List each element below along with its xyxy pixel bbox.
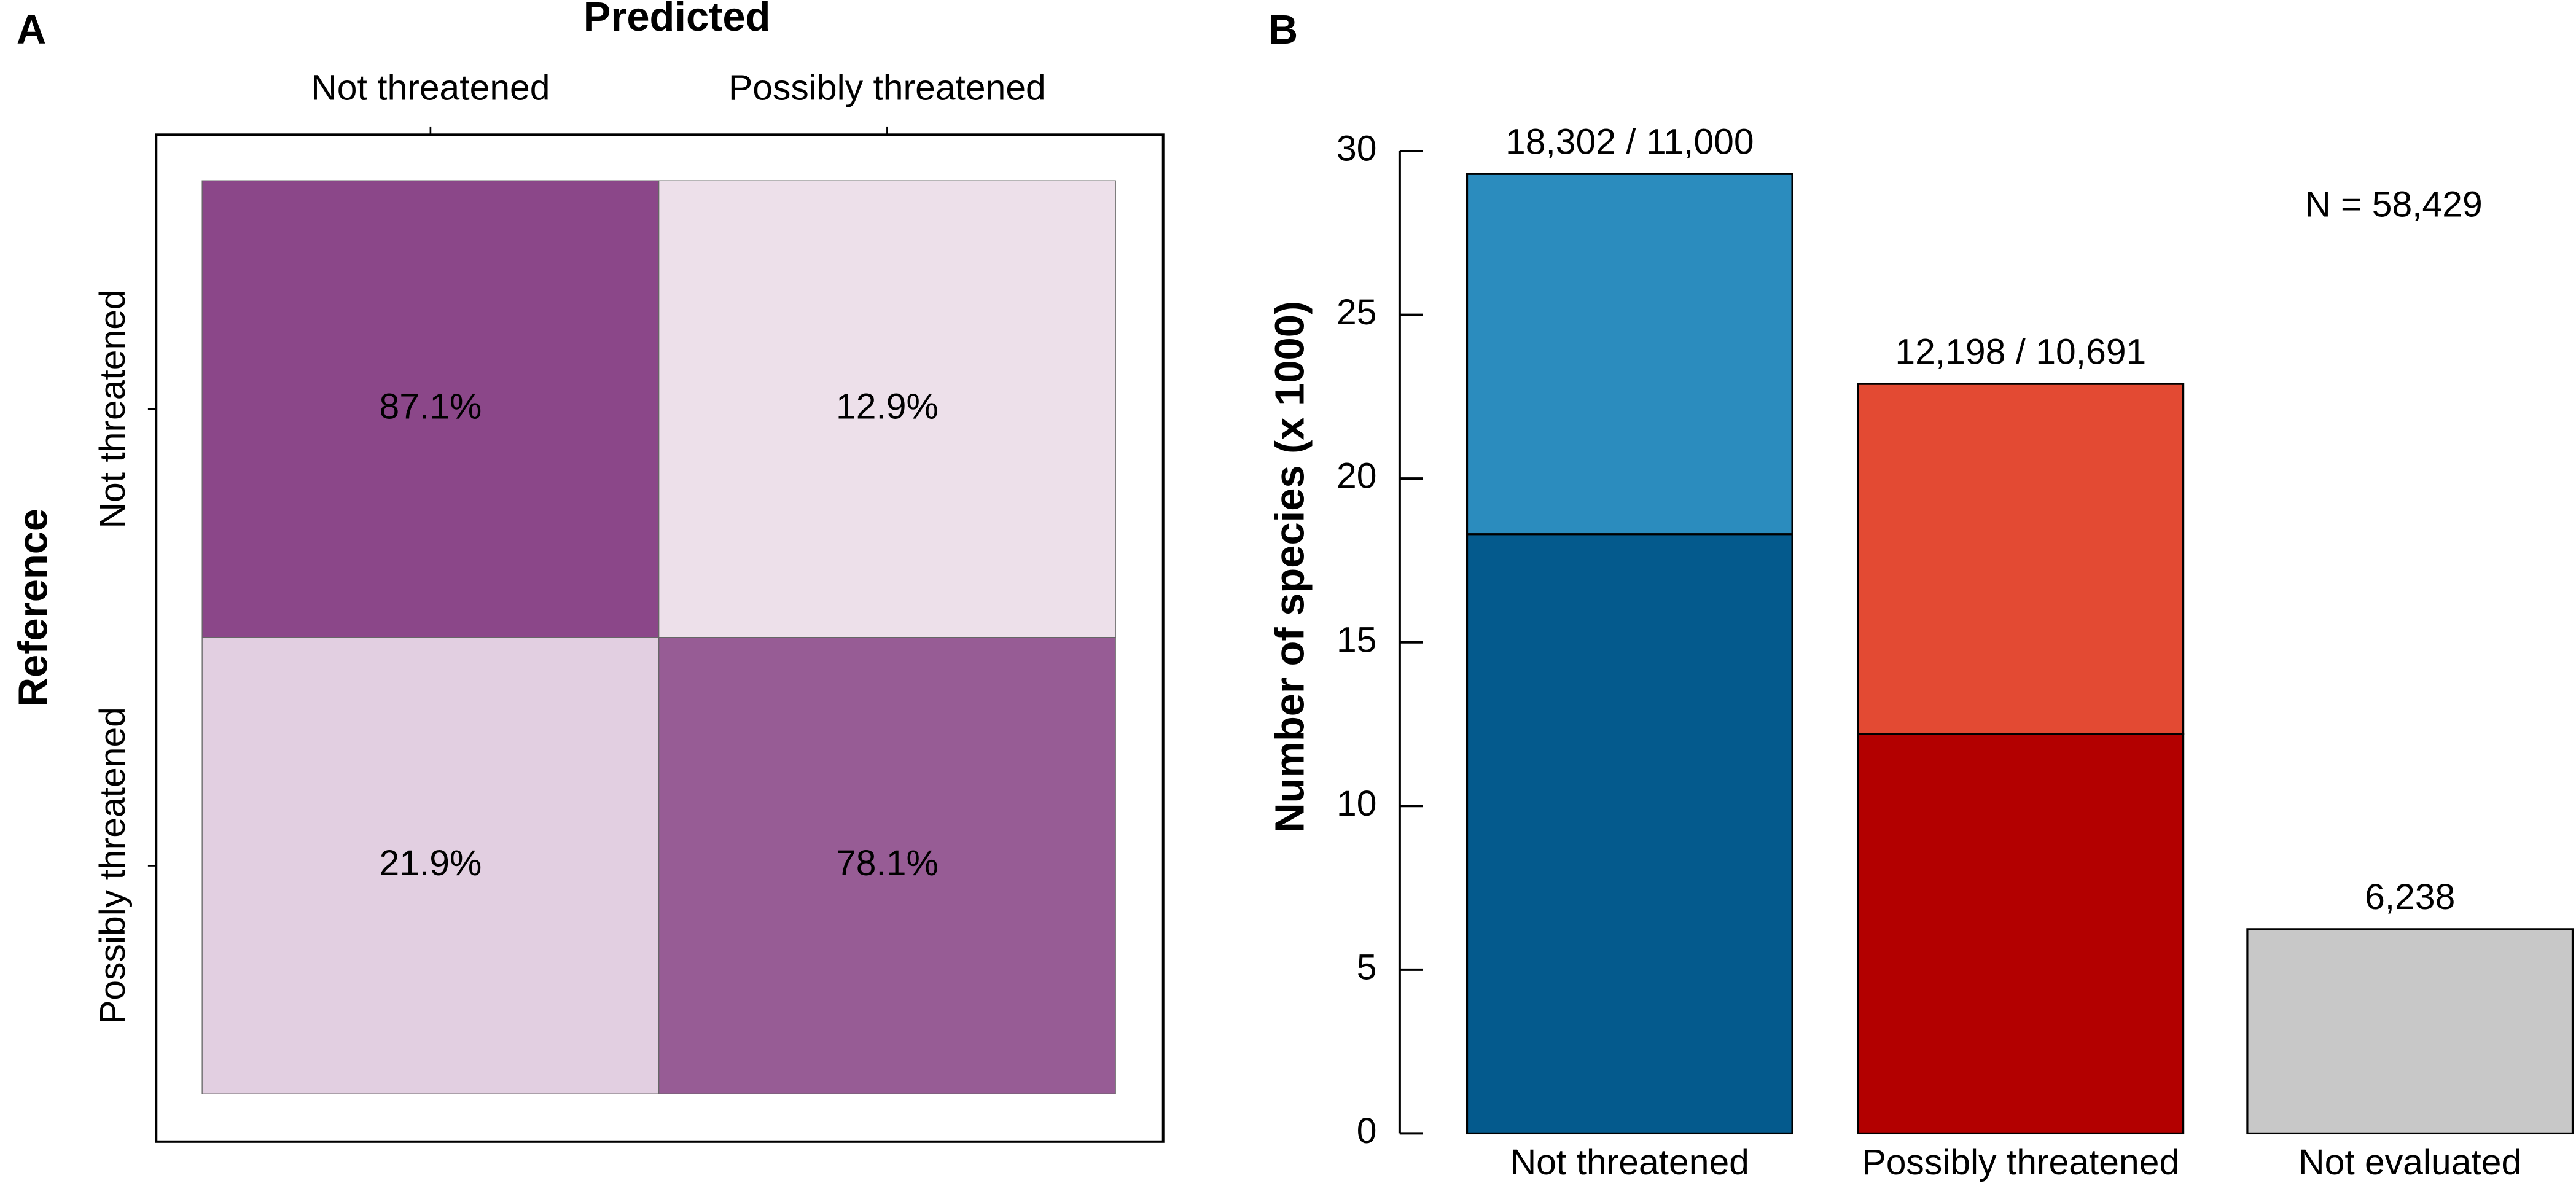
y-tick-label: 0 (1357, 1111, 1377, 1151)
y-tick-label: 30 (1337, 129, 1376, 169)
y-tick-label: 25 (1337, 292, 1376, 332)
y-axis-title: Reference (10, 509, 57, 707)
panel-label: B (1268, 7, 1298, 53)
x-tick-label: Not threatened (1510, 1142, 1749, 1182)
cell-label: 21.9% (379, 843, 482, 883)
y-axis-title: Number of species (x 1000) (1267, 301, 1313, 833)
y-tick-label: 15 (1337, 620, 1376, 660)
heatmap-cell (658, 637, 1116, 1094)
bar-segment (1466, 173, 1793, 536)
y-tick-label: 5 (1357, 947, 1377, 987)
bar-label: 18,302 / 11,000 (1505, 122, 1754, 162)
bar-segment (1857, 733, 2185, 1135)
cell-label: 12.9% (836, 387, 939, 427)
bar-segment (1466, 533, 1793, 1135)
x-tick-label: Not threatened (311, 68, 550, 108)
bar-segment (1857, 383, 2185, 735)
x-axis-title: Predicted (584, 0, 771, 40)
x-tick-label: Possibly threatened (728, 68, 1046, 108)
x-tick-label: Not evaluated (2298, 1142, 2521, 1182)
frame (155, 133, 1165, 1143)
x-tick-label: Possibly threatened (1862, 1142, 2179, 1182)
heatmap-cell (201, 180, 660, 638)
heatmap-cell (201, 637, 660, 1094)
y-tick-label: 20 (1337, 456, 1376, 496)
y-tick-label: Not threatened (93, 289, 133, 528)
y-tick-label: 10 (1337, 784, 1376, 824)
bar-label: 12,198 / 10,691 (1895, 332, 2146, 372)
cell-label: 87.1% (379, 387, 482, 427)
cell-label: 78.1% (836, 843, 939, 883)
annotation: N = 58,429 (2305, 185, 2482, 225)
panel-label: A (17, 7, 46, 53)
y-tick-label: Possibly threatened (93, 707, 133, 1024)
bar-label: 6,238 (2365, 877, 2455, 917)
bar-segment (2246, 928, 2574, 1135)
heatmap-cell (658, 180, 1116, 638)
